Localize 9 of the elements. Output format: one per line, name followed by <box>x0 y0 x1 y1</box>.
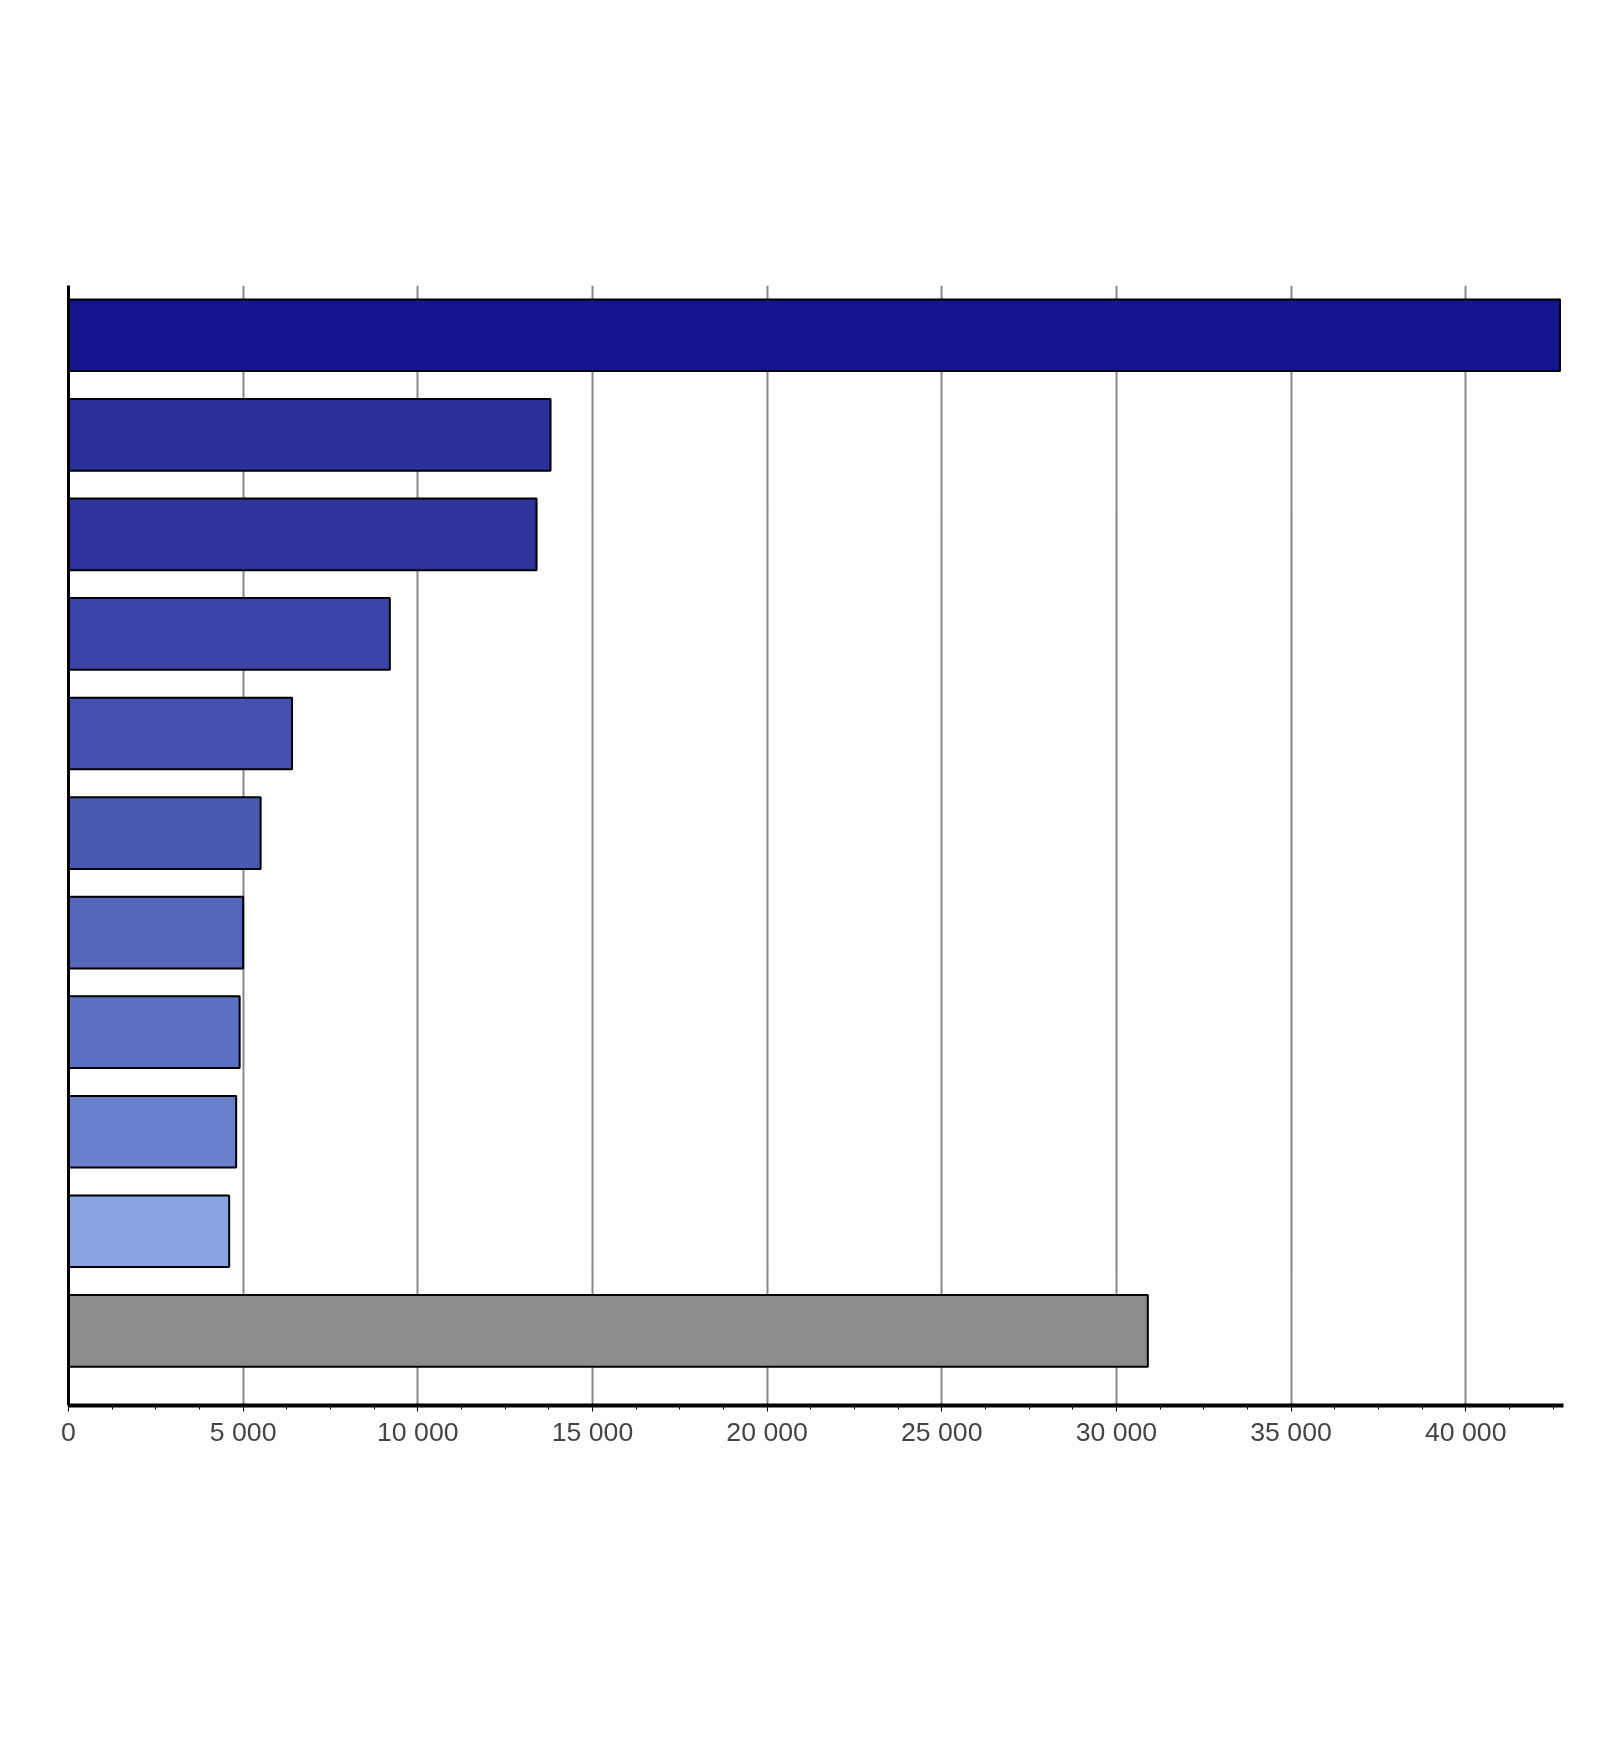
x-tick-label: 40 000 <box>1424 1416 1507 1447</box>
x-tick-label: 10 000 <box>377 1416 459 1447</box>
x-tick-label: 20 000 <box>726 1416 808 1447</box>
x-tick-label: 25 000 <box>900 1416 983 1447</box>
x-tick-label: 30 000 <box>1075 1416 1158 1447</box>
x-tick-label: 15 000 <box>551 1416 634 1447</box>
x-tick-label: 35 000 <box>1250 1416 1332 1447</box>
x-tick-label: 0 <box>61 1416 76 1447</box>
x-tick-label: 5 000 <box>209 1416 277 1447</box>
